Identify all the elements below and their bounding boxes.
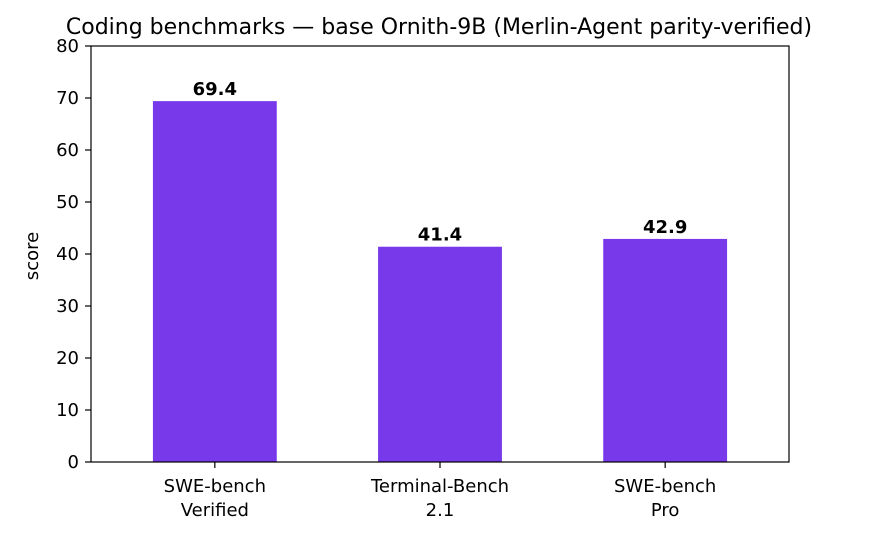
bar-1 [378,246,502,462]
bar-2 [603,238,728,462]
y-axis-label-group: score [22,232,43,280]
y-tick-label-1: 10 [56,400,79,421]
y-axis-label: score [22,232,43,280]
y-tick-label-3: 30 [56,296,79,317]
data-label-1: 41.4 [418,225,462,246]
y-tick-label-4: 40 [56,244,79,265]
y-tick-label-5: 50 [56,192,79,213]
data-label-2: 42.9 [643,217,687,238]
y-tick-label-0: 0 [68,452,79,473]
x-tick-label-0: SWE-bench Verified [164,476,266,521]
x-tick-label-1: Terminal-Bench 2.1 [370,476,509,521]
chart-title: Coding benchmarks — base Ornith-9B (Merl… [66,15,812,40]
plot-area: 69.4 SWE-bench Verified 41.4 Terminal-Bench 2… [56,36,790,521]
y-tick-label-7: 70 [56,88,79,109]
y-tick-label-8: 80 [56,36,79,57]
data-label-0: 69.4 [193,79,237,100]
y-tick-label-6: 60 [56,140,79,161]
plot-frame [90,45,790,463]
x-tick-label-2: SWE-bench Pro [614,476,716,521]
y-tick-label-2: 20 [56,348,79,369]
bar-0 [152,101,277,463]
